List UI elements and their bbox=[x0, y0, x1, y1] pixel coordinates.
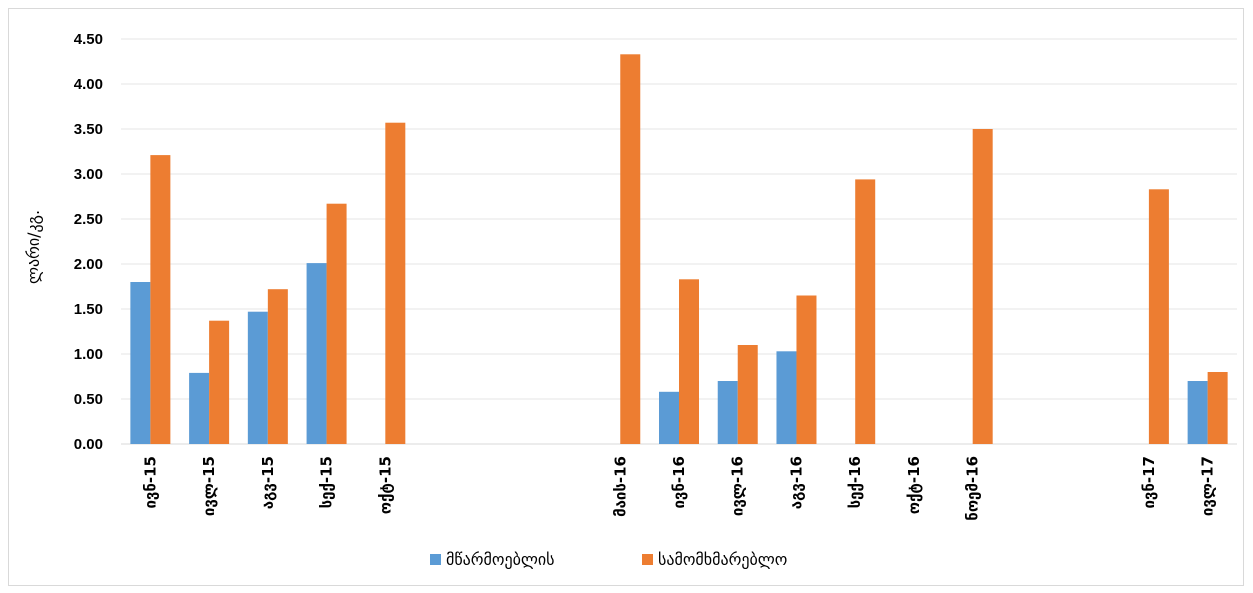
bars bbox=[130, 54, 1228, 445]
x-tick-label: ოქტ-16 bbox=[905, 456, 923, 514]
y-axis-title: ლარი/კგ. bbox=[24, 210, 43, 284]
bar-consumer bbox=[267, 289, 288, 444]
y-tick-label: 1.00 bbox=[74, 346, 103, 363]
bar-consumer bbox=[972, 129, 993, 444]
bar-consumer bbox=[855, 179, 876, 444]
chart-svg: 0.00 0.50 1.00 1.50 2.00 2.50 3.00 3.50 4.00 4.50… bbox=[24, 31, 1237, 569]
legend-label-consumer: სამომხმარებლო bbox=[658, 550, 787, 569]
bar-producer bbox=[659, 391, 679, 444]
bar-consumer bbox=[620, 54, 641, 445]
x-tick-label: ივლ-17 bbox=[1199, 456, 1217, 516]
legend-swatch-consumer bbox=[642, 554, 653, 565]
y-tick-labels: 0.00 0.50 1.00 1.50 2.00 2.50 3.00 3.50 4.00 4.50 bbox=[74, 31, 103, 453]
bar-consumer bbox=[679, 279, 699, 444]
bar-consumer bbox=[1148, 189, 1169, 444]
x-tick-label: ივლ-15 bbox=[200, 456, 218, 516]
bar-producer bbox=[1187, 381, 1208, 444]
bar-producer bbox=[776, 351, 797, 444]
bar-producer bbox=[247, 311, 268, 444]
x-tick-label: ოქტ-15 bbox=[376, 456, 394, 514]
legend-swatch-producer bbox=[430, 554, 441, 565]
y-tick-label: 2.00 bbox=[74, 256, 103, 273]
bar-consumer bbox=[150, 155, 171, 444]
y-tick-label: 0.00 bbox=[74, 436, 103, 453]
x-tick-label: ივნ-15 bbox=[141, 456, 159, 509]
bar-consumer bbox=[326, 203, 347, 444]
x-tick-label: ივლ-16 bbox=[729, 456, 747, 516]
legend: მწარმოებლის სამომხმარებლო bbox=[430, 550, 787, 569]
bar-consumer bbox=[385, 122, 406, 444]
x-tick-label: აგვ-15 bbox=[259, 456, 277, 509]
bar-producer bbox=[717, 381, 738, 444]
x-tick-label: მაის-16 bbox=[611, 456, 629, 517]
y-tick-label: 4.50 bbox=[74, 31, 103, 48]
x-tick-label: ივნ-17 bbox=[1140, 456, 1158, 509]
bar-producer bbox=[306, 263, 327, 444]
x-tick-label: სექ-15 bbox=[318, 456, 336, 508]
bar-consumer bbox=[796, 295, 817, 444]
y-tick-label: 0.50 bbox=[74, 391, 103, 408]
y-tick-label: 2.50 bbox=[74, 211, 103, 228]
x-tick-label: აგვ-16 bbox=[787, 456, 805, 509]
bar-producer bbox=[189, 372, 210, 444]
bar-consumer bbox=[209, 320, 230, 444]
y-tick-label: 4.00 bbox=[74, 76, 103, 93]
legend-label-producer: მწარმოებლის bbox=[446, 550, 555, 569]
x-tick-label: სექ-16 bbox=[846, 456, 864, 508]
y-tick-label: 3.50 bbox=[74, 121, 103, 138]
x-tick-label: ივნ-16 bbox=[670, 456, 688, 509]
y-tick-label: 1.50 bbox=[74, 301, 103, 318]
x-tick-label: ნოემ-16 bbox=[964, 456, 982, 521]
bar-consumer bbox=[1207, 372, 1228, 444]
y-tick-label: 3.00 bbox=[74, 166, 103, 183]
x-tick-labels: ივნ-15 ივლ-15 აგვ-15 სექ-15 ოქტ-15 მაის-16 ივნ… bbox=[141, 456, 1216, 521]
chart-frame: 0.00 0.50 1.00 1.50 2.00 2.50 3.00 3.50 4.00 4.50… bbox=[8, 8, 1244, 586]
bar-producer bbox=[130, 282, 151, 444]
bar-consumer bbox=[737, 345, 758, 444]
